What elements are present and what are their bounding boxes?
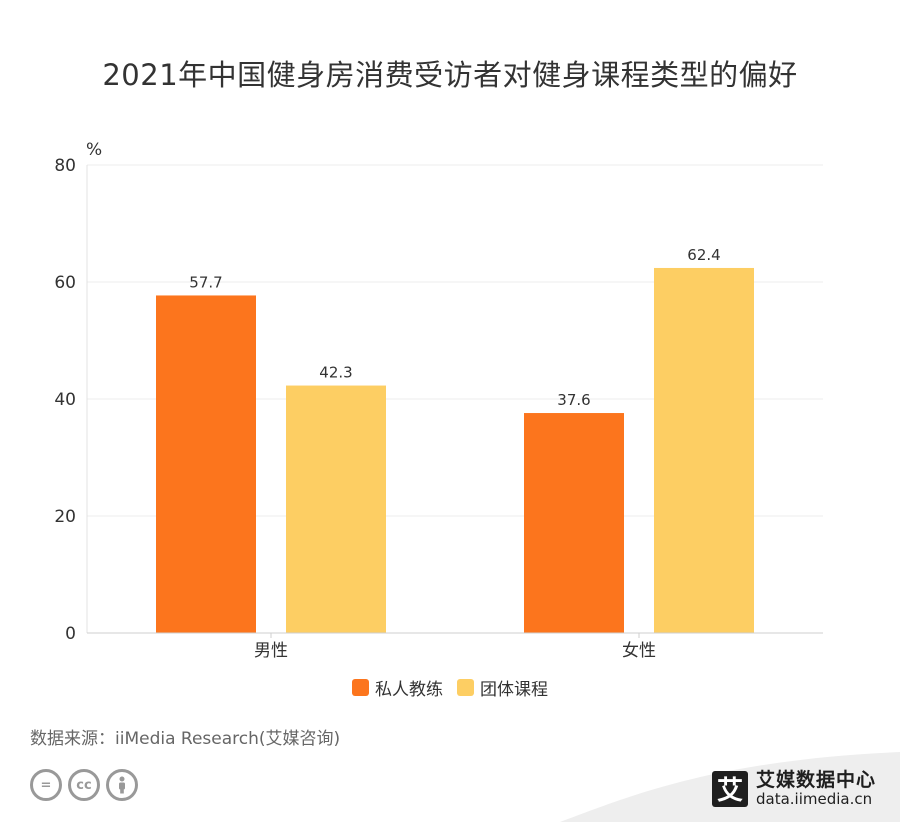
bar — [156, 295, 256, 633]
source-note: 数据来源：iiMedia Research(艾媒咨询) — [30, 729, 341, 749]
data-labels: 57.7 42.3 37.6 62.4 — [189, 246, 720, 409]
y-tick-label: 60 — [54, 273, 76, 293]
x-axis-ticks: 男性 女性 — [254, 633, 656, 661]
legend-swatch — [457, 679, 474, 696]
bars — [156, 267, 754, 633]
legend-label: 私人教练 — [375, 680, 443, 700]
brand-logo: 艾 — [712, 770, 748, 807]
bar-value-label: 42.3 — [319, 364, 352, 382]
y-tick-label: 0 — [65, 624, 76, 644]
y-tick-label: 40 — [54, 390, 76, 410]
attribution-icon — [106, 769, 138, 801]
y-tick-label: 20 — [54, 507, 76, 527]
license-icons: = cc — [30, 769, 138, 801]
x-tick-label: 男性 — [254, 641, 288, 661]
bar-value-label: 37.6 — [557, 391, 590, 409]
brand: 艾 艾媒数据中心 data.iimedia.cn — [712, 770, 876, 807]
y-unit-label: % — [86, 140, 102, 160]
equals-icon: = — [30, 769, 62, 801]
legend-swatch — [352, 679, 369, 696]
bar-chart: % 0 20 40 60 80 57.7 42.3 37.6 62.4 男性 女性 — [54, 140, 823, 661]
legend-item-group-class[interactable]: 团体课程 — [457, 675, 548, 700]
chart-title: 2021年中国健身房消费受访者对健身课程类型的偏好 — [102, 58, 798, 92]
x-tick-label: 女性 — [622, 641, 656, 661]
brand-name: 艾媒数据中心 — [756, 769, 877, 791]
brand-url: data.iimedia.cn — [756, 789, 873, 808]
bar — [654, 267, 754, 633]
bar — [524, 413, 624, 633]
legend: 私人教练 团体课程 — [0, 675, 900, 700]
legend-item-private-trainer[interactable]: 私人教练 — [352, 675, 443, 700]
cc-icon: cc — [68, 769, 100, 801]
y-tick-label: 80 — [54, 156, 76, 176]
legend-label: 团体课程 — [480, 680, 548, 700]
bar-value-label: 57.7 — [189, 273, 222, 291]
bar — [286, 385, 386, 633]
bar-value-label: 62.4 — [687, 246, 720, 264]
y-axis-ticks: 0 20 40 60 80 — [54, 156, 76, 644]
